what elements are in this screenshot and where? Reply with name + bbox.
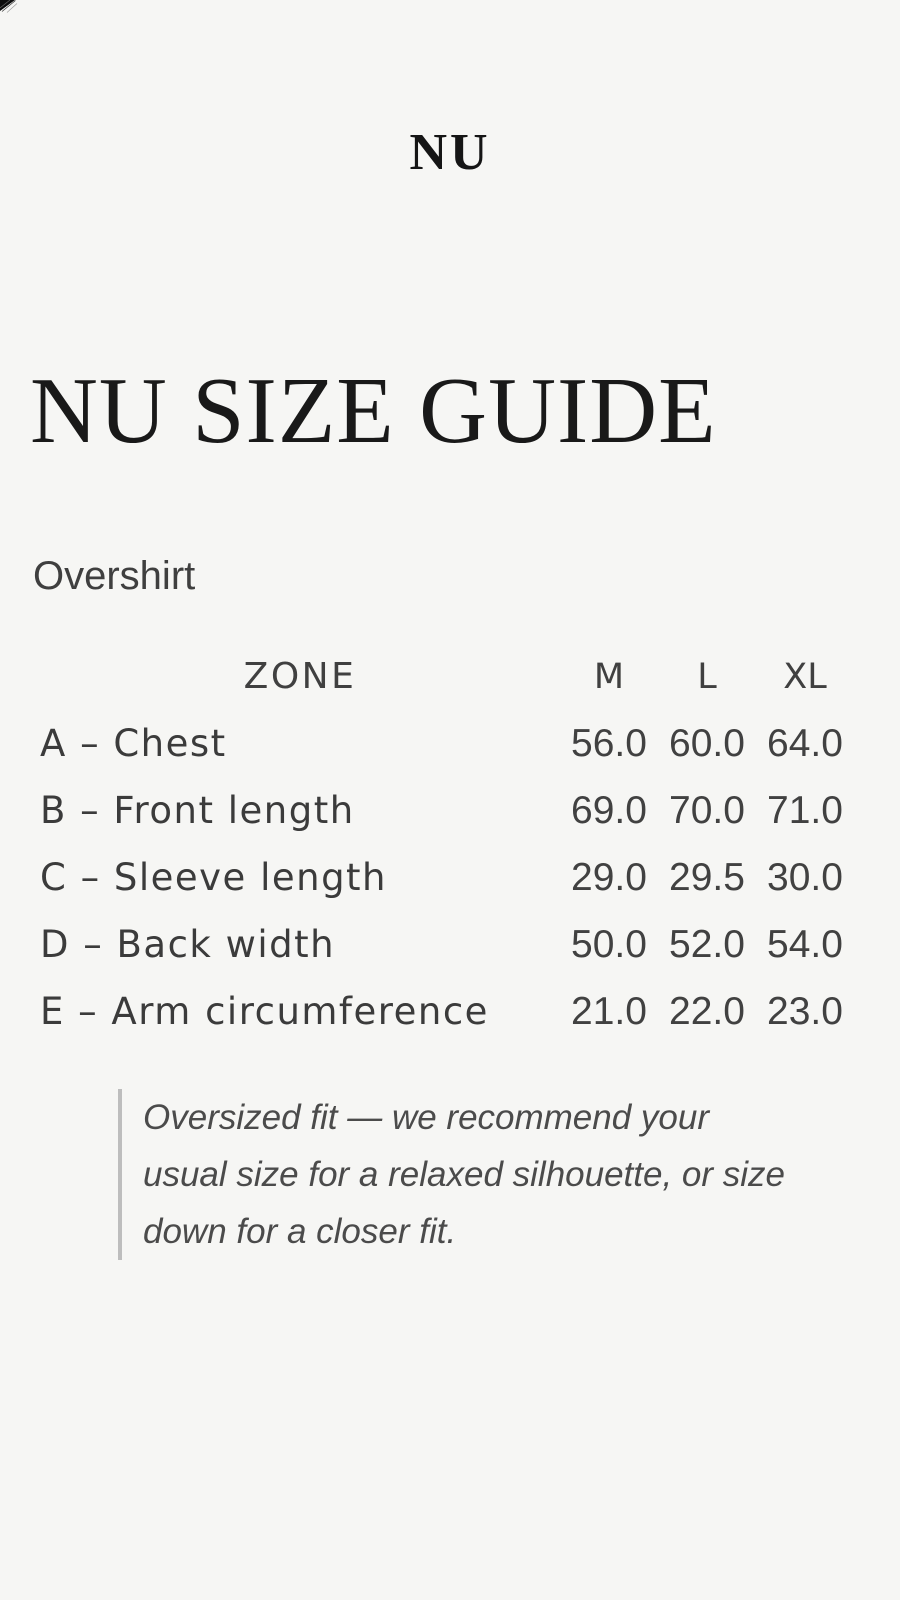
page-corner-icon xyxy=(0,0,18,13)
table-row-sleeve-length: C – Sleeve length 29.0 29.5 30.0 xyxy=(0,844,900,911)
cell-value: 70.0 xyxy=(669,788,745,832)
cell-value: 29.0 xyxy=(571,855,647,899)
fit-note: Oversized fit — we recommend your usual … xyxy=(118,1089,820,1260)
cell-value: 29.5 xyxy=(669,855,745,899)
table-row-front-length: B – Front length 69.0 70.0 71.0 xyxy=(0,777,900,844)
row-label: A – Chest xyxy=(40,722,227,765)
cell-value: 71.0 xyxy=(767,788,843,832)
cell-value: 23.0 xyxy=(767,989,843,1033)
product-name: Overshirt xyxy=(33,554,196,598)
size-table-header-row: ZONE M L XL xyxy=(0,643,900,710)
cell-value: 56.0 xyxy=(571,721,647,765)
column-header-xl: XL xyxy=(783,656,827,697)
column-header-zone: ZONE xyxy=(243,656,357,697)
row-label: E – Arm circumference xyxy=(40,990,489,1033)
cell-value: 22.0 xyxy=(669,989,745,1033)
column-header-l: L xyxy=(697,656,717,697)
row-label: D – Back width xyxy=(40,923,336,966)
table-row-back-width: D – Back width 50.0 52.0 54.0 xyxy=(0,911,900,978)
cell-value: 50.0 xyxy=(571,922,647,966)
cell-value: 69.0 xyxy=(571,788,647,832)
cell-value: 54.0 xyxy=(767,922,843,966)
size-table: ZONE M L XL A – Chest 56.0 60.0 64.0 B –… xyxy=(0,643,900,1045)
cell-value: 60.0 xyxy=(669,721,745,765)
cell-value: 64.0 xyxy=(767,721,843,765)
table-row-arm-circumference: E – Arm circumference 21.0 22.0 23.0 xyxy=(0,978,900,1045)
fit-note-line: usual size for a relaxed silhouette, or … xyxy=(143,1155,785,1194)
table-row-chest: A – Chest 56.0 60.0 64.0 xyxy=(0,710,900,777)
row-label: C – Sleeve length xyxy=(40,856,388,899)
brand-logo: NU xyxy=(409,124,491,181)
cell-value: 21.0 xyxy=(571,989,647,1033)
row-label: B – Front length xyxy=(40,789,355,832)
column-header-m: M xyxy=(593,656,625,697)
page-title: NU SIZE GUIDE xyxy=(30,359,717,463)
cell-value: 52.0 xyxy=(669,922,745,966)
fit-note-line: down for a closer fit. xyxy=(143,1212,457,1251)
cell-value: 30.0 xyxy=(767,855,843,899)
fit-note-line: Oversized fit — we recommend your xyxy=(143,1098,710,1137)
